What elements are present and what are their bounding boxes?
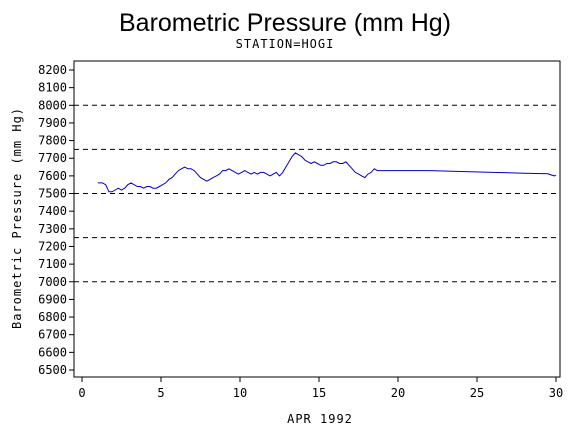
- x-tick-label: 5: [157, 386, 164, 400]
- y-tick-label: 8100: [38, 81, 67, 95]
- y-tick-label: 6600: [38, 345, 67, 359]
- x-tick-label: 0: [78, 386, 85, 400]
- y-tick-label: 7900: [38, 116, 67, 130]
- y-tick-label: 7100: [38, 257, 67, 271]
- y-tick-label: 7200: [38, 239, 67, 253]
- y-tick-label: 7500: [38, 187, 67, 201]
- y-tick-label: 7800: [38, 134, 67, 148]
- y-tick-label: 8000: [38, 98, 67, 112]
- y-tick-label: 6500: [38, 363, 67, 377]
- y-tick-label: 6800: [38, 310, 67, 324]
- y-tick-label: 7300: [38, 222, 67, 236]
- x-tick-label: 30: [549, 386, 563, 400]
- y-tick-label: 7400: [38, 204, 67, 218]
- y-axis-label: Barometric Pressure (mm Hg): [10, 107, 24, 329]
- x-axis-ticks: 0 5 10 15 20 25 30: [78, 377, 563, 400]
- x-tick-label: 15: [312, 386, 326, 400]
- chart-subtitle: STATION=HOGI: [236, 37, 335, 51]
- y-axis-ticks: 6500 6600 6700 6800 6900 7000 7100 7200 7300 7400…: [38, 63, 74, 377]
- y-tick-label: 7700: [38, 151, 67, 165]
- y-tick-label: 6900: [38, 292, 67, 306]
- x-tick-label: 10: [233, 386, 247, 400]
- series-line: [97, 152, 557, 193]
- reference-lines: [74, 104, 560, 283]
- x-tick-label: 20: [391, 386, 405, 400]
- y-tick-label: 6700: [38, 328, 67, 342]
- x-axis-label: APR 1992: [287, 412, 353, 426]
- y-tick-label: 8200: [38, 63, 67, 77]
- y-tick-label: 7600: [38, 169, 67, 183]
- chart-title: Barometric Pressure (mm Hg): [119, 9, 451, 37]
- y-tick-label: 7000: [38, 275, 67, 289]
- x-tick-label: 25: [470, 386, 484, 400]
- plot-frame: [73, 60, 561, 378]
